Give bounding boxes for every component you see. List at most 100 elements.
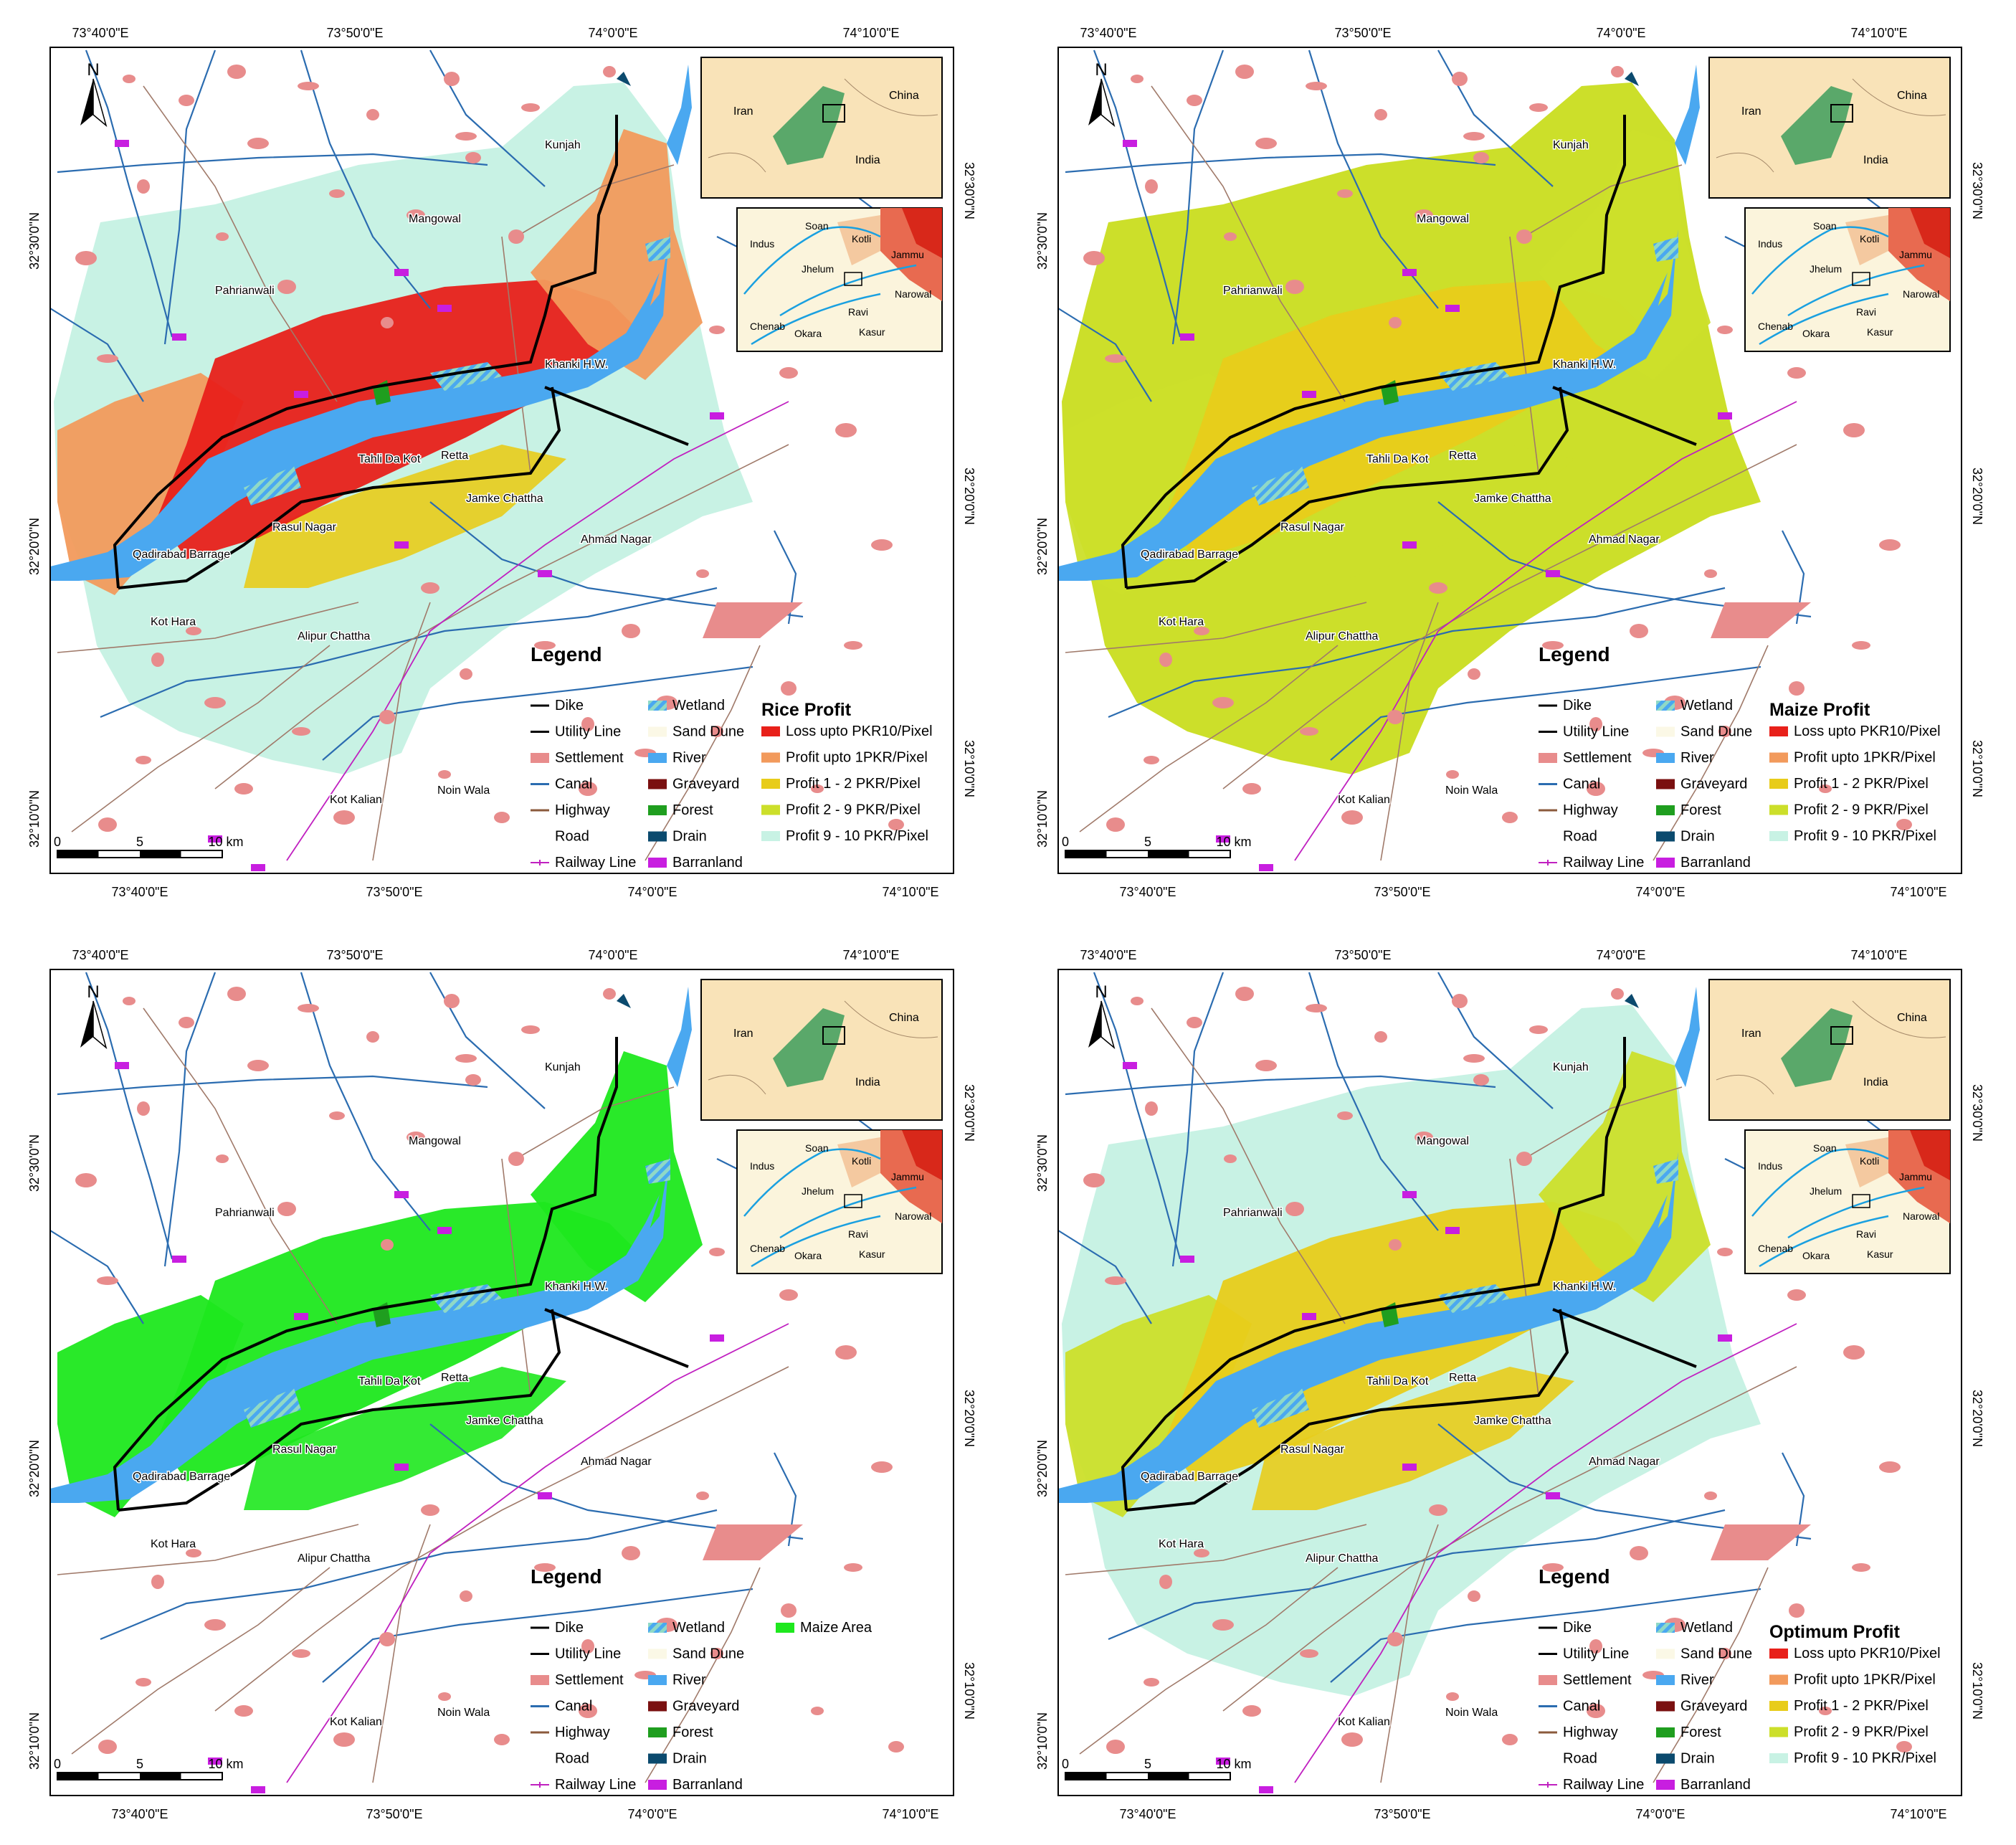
inset-label-india: India (855, 1076, 880, 1088)
settlement-patch (1879, 539, 1901, 551)
north-arrow-icon: N (1088, 982, 1116, 1050)
barranland-patch (437, 305, 452, 312)
legend-symbol (1656, 1780, 1675, 1790)
profit-legend-title: Rice Profit (761, 700, 852, 720)
optimum-profit-map-panel: 73°40'0"E 73°50'0"E 74°0'0"E 74°10'0"E 73°40… (1008, 922, 2016, 1844)
legend-symbol (1656, 726, 1675, 737)
barranland-patch (1445, 1227, 1460, 1234)
relief-peak (902, 208, 942, 258)
settlement-patch (97, 1276, 118, 1285)
highway-line (1151, 85, 1346, 402)
highway-line (501, 236, 531, 474)
left-latitude-label: 32°20'0"N (27, 518, 42, 575)
river-body (50, 229, 670, 581)
place-label: Rasul Nagar (272, 1443, 337, 1456)
bottom-longitude-label: 73°50'0"E (366, 1807, 422, 1821)
settlement-patch (1389, 1239, 1402, 1251)
settlement-patch (455, 1054, 477, 1063)
highway-line (515, 1086, 675, 1159)
legend-item-label: Utility Line (1563, 1646, 1629, 1662)
place-label: Ahmad Nagar (1589, 1456, 1660, 1468)
profit-class-swatch (1769, 1753, 1788, 1763)
settlement-patch (247, 1060, 269, 1071)
top-longitude-label: 73°40'0"E (72, 948, 128, 962)
settlement-patch (1789, 1603, 1805, 1618)
left-latitude-label: 32°20'0"N (1035, 518, 1050, 575)
canal-line (50, 1230, 144, 1324)
settlement-patch (1789, 681, 1805, 696)
profit-class-label: Profit 9 - 10 PKR/Pixel (1794, 828, 1936, 844)
map-frame (1057, 47, 1962, 874)
inset-river-indus (743, 1148, 881, 1217)
place-label: Tahli Da Kot (358, 1375, 421, 1388)
legend-item-label: Road (1563, 1751, 1597, 1767)
place-label: Noin Wala (437, 1707, 490, 1719)
settlement-patch (1542, 641, 1564, 650)
settlement-block (703, 602, 803, 638)
legend-item-label: River (1680, 1672, 1714, 1688)
pakistan-shape (1781, 86, 1853, 165)
settlement-patch (1879, 1461, 1901, 1473)
settlement-patch (811, 1707, 824, 1715)
canal-line (1058, 308, 1152, 402)
inset-label-india: India (1863, 1076, 1888, 1088)
right-latitude-label: 32°30'0"N (1970, 162, 1984, 219)
place-label: Retta (1449, 1372, 1476, 1384)
top-longitude-label: 74°10'0"E (1850, 948, 1907, 962)
legend-title: Legend (531, 1565, 602, 1588)
maize-profit-map-panel: 73°40'0"E 73°50'0"E 74°0'0"E 74°10'0"E 73°40… (1008, 0, 2016, 922)
legend-item-label: Utility Line (555, 724, 621, 740)
legend-item-label: River (1680, 750, 1714, 766)
map-svg: 73°40'0"E 73°50'0"E 74°0'0"E 74°10'0"E 73°40… (27, 948, 976, 1821)
top-longitude-label: 74°10'0"E (1850, 26, 1907, 40)
place-label: Rasul Nagar (272, 521, 337, 533)
settlement-patch (888, 1741, 904, 1752)
place-label: Kot Hara (151, 616, 196, 628)
river-channel (624, 987, 692, 1259)
top-longitude-label: 73°50'0"E (1334, 948, 1391, 962)
dike-line (1121, 1037, 1697, 1512)
place-label: Jamke Chattha (1474, 1415, 1551, 1427)
settlement-patch (1285, 1202, 1304, 1216)
settlement-patch (871, 1461, 893, 1473)
inset-river-jhelum (1787, 1186, 1925, 1239)
place-label: Tahli Da Kot (1366, 453, 1429, 465)
inset-label-kotli: Kotli (852, 1155, 871, 1167)
place-label: Kunjah (1553, 139, 1589, 151)
relief-peak (1910, 208, 1950, 258)
settlement-patch (494, 1734, 510, 1745)
barranland-patch (710, 1334, 724, 1342)
inset-label-indus: Indus (1758, 1160, 1782, 1172)
settlement-patch (1083, 251, 1105, 265)
settlement-patch (1717, 1248, 1733, 1256)
settlement-patch (696, 569, 709, 578)
inset-label-iran: Iran (1741, 1028, 1761, 1040)
inset-river-chenab (751, 1215, 881, 1268)
settlement-patch (1896, 1741, 1912, 1752)
right-latitude-label: 32°20'0"N (962, 468, 976, 525)
legend-item-label: Wetland (672, 1620, 725, 1636)
settlement-block (1711, 602, 1811, 638)
scale-tick-label: 10 km (208, 835, 243, 849)
place-label: Alipur Chattha (298, 1552, 370, 1565)
legend-symbol (648, 701, 667, 711)
legend-item-label: Drain (672, 1751, 707, 1767)
settlement-patch (579, 782, 597, 796)
settlement-patch (227, 65, 246, 79)
dike-line (113, 115, 689, 589)
inset-river-chenab (751, 293, 881, 346)
settlement-patch (1473, 152, 1489, 163)
highway-line (143, 85, 338, 402)
top-longitude-label: 73°40'0"E (1080, 948, 1136, 962)
settlement-patch (151, 1575, 164, 1589)
bottom-longitude-label: 73°50'0"E (1374, 1807, 1430, 1821)
profit-zone-south (1252, 445, 1574, 588)
legend-symbol (648, 1727, 667, 1737)
study-area-box (1830, 104, 1853, 123)
map-frame (1057, 969, 1962, 1796)
place-label: Mangowal (409, 213, 461, 225)
inset-label-iran: Iran (733, 105, 753, 118)
inset-river-indus (1751, 226, 1889, 295)
legend-item-label: Graveyard (672, 777, 739, 792)
inset-study-box (1852, 1194, 1870, 1208)
